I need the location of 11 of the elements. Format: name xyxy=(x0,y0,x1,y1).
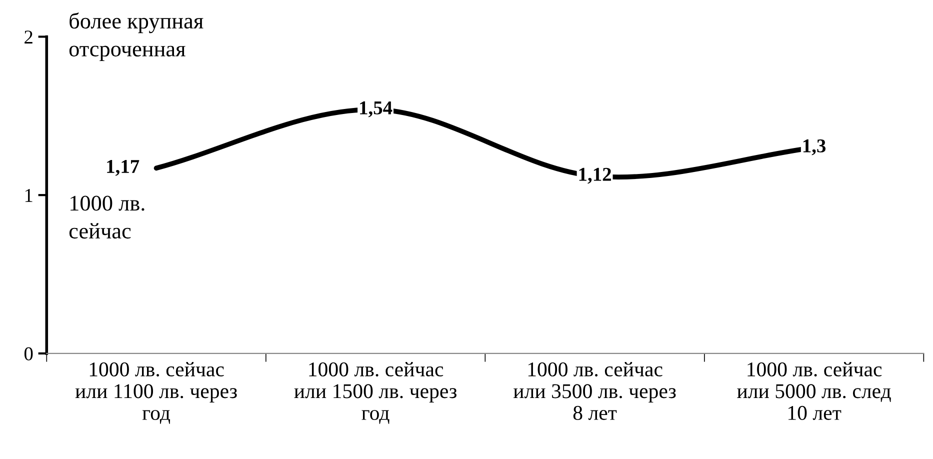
y-tick-label: 1 xyxy=(25,188,32,202)
annotation: более крупная отсроченная xyxy=(69,12,204,61)
x-tick-label: 1000 лв. сейчас или 3500 лв. через 8 лет xyxy=(514,362,676,420)
x-tick-label: 1000 лв. сейчас или 1500 лв. через год xyxy=(294,362,456,424)
y-tick-label: 2 xyxy=(24,30,32,44)
y-tick-label: 0 xyxy=(24,347,33,360)
data-label: 1,17 xyxy=(107,160,140,176)
x-tick-label: 1000 лв. сейчас или 1100 лв. через год xyxy=(75,362,237,424)
data-label: 1,3 xyxy=(803,139,826,156)
annotation: 1000 лв. сейчас xyxy=(69,196,144,239)
x-tick-label: 1000 лв. сейчас или 5000 лв. след 10 лет xyxy=(737,362,891,420)
